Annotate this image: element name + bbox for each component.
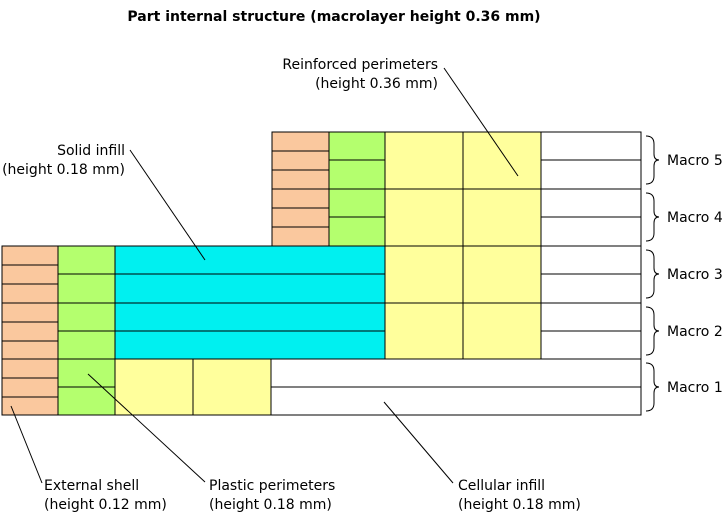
svg-text:Cellular infill: Cellular infill <box>458 478 545 494</box>
svg-text:External shell: External shell <box>44 478 139 494</box>
plastic-perimeters-leader <box>87 373 206 483</box>
macro-4-brace <box>645 192 660 242</box>
macro-2-label: Macro 2 <box>667 324 722 340</box>
bottom-reinforced-perimeters <box>114 358 272 416</box>
cellular-cell <box>540 188 642 218</box>
cellular-cell <box>270 386 642 416</box>
external-shell-label: External shell (height 0.12 mm) <box>44 478 167 513</box>
reinforced-cell <box>384 131 464 190</box>
shell-cell <box>271 169 330 190</box>
macro-3-brace <box>645 249 660 299</box>
solid-infill-cell <box>114 273 386 304</box>
perimeter-cell <box>57 302 116 332</box>
middle-plastic-perimeters <box>57 245 116 360</box>
perimeter-cell <box>57 245 116 275</box>
svg-text:(height 0.18 mm): (height 0.18 mm) <box>458 497 581 513</box>
middle-reinforced-perimeters <box>384 245 542 360</box>
macro-3-label: Macro 3 <box>667 267 722 283</box>
shell-cell <box>271 226 330 247</box>
solid-infill-label: Solid infill (height 0.18 mm) <box>2 143 125 178</box>
svg-text:(height 0.18 mm): (height 0.18 mm) <box>209 497 332 513</box>
macro-4-label: Macro 4 <box>667 210 722 226</box>
shell-cell <box>271 131 330 152</box>
shell-cell <box>1 245 59 266</box>
reinforced-cell <box>462 302 542 360</box>
cellular-infill-label: Cellular infill (height 0.18 mm) <box>458 478 581 513</box>
cellular-cell <box>540 159 642 190</box>
macro-2-brace <box>645 306 660 356</box>
middle-block <box>1 245 642 360</box>
macro-1-brace <box>645 362 660 412</box>
svg-text:Plastic perimeters: Plastic perimeters <box>209 478 335 494</box>
perimeter-cell <box>57 386 116 416</box>
solid-infill-leader <box>129 149 206 261</box>
reinforced-cell <box>384 302 464 360</box>
shell-cell <box>1 264 59 285</box>
shell-cell <box>1 377 59 398</box>
upper-block <box>271 131 642 247</box>
reinforced-cell <box>384 245 464 304</box>
bottom-cellular-infill <box>270 358 642 416</box>
perimeter-cell <box>328 188 386 218</box>
solid-infill-cell <box>114 302 386 332</box>
svg-text:(height 0.18 mm): (height 0.18 mm) <box>2 162 125 178</box>
cellular-infill-leader <box>383 401 454 484</box>
shell-cell <box>1 396 59 416</box>
shell-cell <box>1 283 59 304</box>
cellular-cell <box>540 131 642 161</box>
shell-cell <box>271 150 330 171</box>
middle-external-shell <box>1 245 59 360</box>
cellular-cell <box>540 302 642 332</box>
external-shell-leader <box>10 405 43 484</box>
svg-text:Solid infill: Solid infill <box>57 143 125 159</box>
bottom-external-shell <box>1 358 59 416</box>
svg-text:(height 0.12 mm): (height 0.12 mm) <box>44 497 167 513</box>
perimeter-cell <box>328 131 386 161</box>
upper-plastic-perimeters <box>328 131 386 247</box>
cellular-cell <box>540 330 642 360</box>
diagram-title: Part internal structure (macrolayer heig… <box>127 9 540 25</box>
shell-cell <box>271 188 330 209</box>
leader-lines <box>10 67 519 484</box>
solid-infill-cell <box>114 245 386 275</box>
reinforced-cell <box>114 358 194 416</box>
middle-cellular-infill <box>540 245 642 360</box>
perimeter-cell <box>328 216 386 247</box>
shell-cell <box>1 340 59 360</box>
reinforced-cell <box>384 188 464 247</box>
reinforced-cell <box>462 188 542 247</box>
perimeter-cell <box>57 358 116 388</box>
cellular-cell <box>540 273 642 304</box>
reinforced-cell <box>462 245 542 304</box>
svg-text:(height 0.36 mm): (height 0.36 mm) <box>315 76 438 92</box>
upper-reinforced-perimeters <box>384 131 542 247</box>
cellular-cell <box>540 245 642 275</box>
cellular-cell <box>270 358 642 388</box>
solid-infill-block <box>114 245 386 360</box>
solid-infill-cell <box>114 330 386 360</box>
reinforced-cell <box>462 131 542 190</box>
perimeter-cell <box>57 273 116 304</box>
macro-5-brace <box>645 135 660 185</box>
perimeter-cell <box>57 330 116 360</box>
svg-text:Reinforced perimeters: Reinforced perimeters <box>282 57 438 73</box>
bottom-plastic-perimeters <box>57 358 116 416</box>
reinforced-leader <box>443 67 519 177</box>
macro-1-label: Macro 1 <box>667 380 722 396</box>
macro-5-label: Macro 5 <box>667 153 722 169</box>
shell-cell <box>1 302 59 323</box>
perimeter-cell <box>328 159 386 190</box>
bottom-block <box>1 358 642 416</box>
reinforced-cell <box>192 358 272 416</box>
upper-external-shell <box>271 131 330 247</box>
upper-cellular-infill <box>540 131 642 247</box>
cellular-cell <box>540 216 642 247</box>
reinforced-perimeters-label: Reinforced perimeters (height 0.36 mm) <box>282 57 438 92</box>
plastic-perimeters-label: Plastic perimeters (height 0.18 mm) <box>209 478 335 513</box>
macro-braces <box>645 135 660 412</box>
shell-cell <box>1 358 59 379</box>
shell-cell <box>271 207 330 228</box>
shell-cell <box>1 321 59 342</box>
